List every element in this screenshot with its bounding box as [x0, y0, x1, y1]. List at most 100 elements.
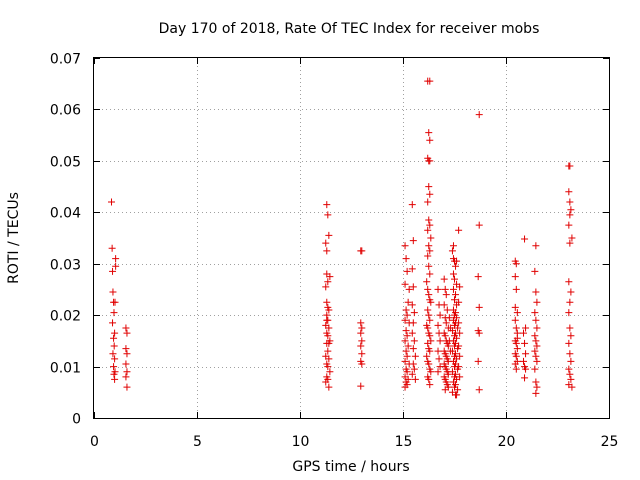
data-point [456, 283, 464, 291]
data-point [409, 237, 417, 245]
data-point [441, 285, 449, 293]
data-point [424, 198, 432, 206]
data-point [322, 283, 330, 291]
data-point [425, 242, 433, 250]
data-point [567, 357, 575, 365]
data-point [408, 201, 416, 209]
data-point [436, 337, 444, 345]
data-point [475, 111, 483, 119]
data-point [409, 360, 417, 368]
data-point [403, 368, 411, 376]
data-point [567, 375, 575, 383]
data-point [403, 267, 411, 275]
data-point [403, 332, 411, 340]
data-point [110, 309, 118, 317]
data-point [325, 306, 333, 314]
data-point [425, 129, 433, 137]
data-point [401, 357, 409, 365]
data-point [402, 255, 410, 263]
data-point [322, 378, 330, 386]
data-point [455, 342, 463, 350]
data-point [522, 365, 530, 373]
data-point [520, 357, 528, 365]
data-point [511, 303, 519, 311]
y-axis-label: ROTI / TECUs [6, 192, 22, 284]
data-point [566, 211, 574, 219]
data-point [512, 365, 520, 373]
data-point [108, 198, 116, 206]
data-point [568, 383, 576, 391]
data-point [123, 383, 131, 391]
data-point [110, 370, 118, 378]
data-point [566, 324, 574, 332]
data-point [323, 201, 331, 209]
data-point [522, 350, 530, 358]
data-point [409, 319, 417, 327]
data-point [402, 306, 410, 314]
data-point [440, 301, 448, 309]
data-point [403, 311, 411, 319]
data-point [443, 306, 451, 314]
data-point [323, 298, 331, 306]
data-point [455, 298, 463, 306]
x-tick-label: 0 [90, 434, 99, 450]
data-point [109, 350, 117, 358]
data-point [434, 285, 442, 293]
data-point [401, 383, 409, 391]
data-point [326, 273, 334, 281]
axis-ticks [94, 58, 610, 419]
data-point [453, 391, 461, 399]
data-point [325, 383, 333, 391]
data-point [456, 352, 464, 360]
grid [94, 58, 609, 418]
x-tick-label: 20 [498, 434, 516, 450]
data-point [426, 136, 434, 144]
data-point [426, 221, 434, 229]
data-point [423, 352, 431, 360]
data-point [357, 329, 365, 337]
data-point [512, 352, 520, 360]
data-point [565, 188, 573, 196]
data-point [532, 316, 540, 324]
data-point [425, 360, 433, 368]
y-tick-label: 0.04 [50, 206, 81, 222]
data-point [122, 373, 130, 381]
data-point [456, 373, 464, 381]
data-point [402, 327, 410, 335]
data-point [444, 342, 452, 350]
data-point [424, 306, 432, 314]
data-point [358, 337, 366, 345]
data-point [424, 285, 432, 293]
data-point [424, 324, 432, 332]
data-point [410, 365, 418, 373]
data-point [322, 239, 330, 247]
data-point [424, 339, 432, 347]
data-point [323, 316, 331, 324]
data-points [108, 77, 576, 399]
data-point [532, 288, 540, 296]
y-tick-labels: 0 0.01 0.02 0.03 0.04 0.05 0.06 0.07 [50, 52, 81, 428]
y-tick-label: 0 [72, 412, 81, 428]
data-point [533, 298, 541, 306]
data-point [110, 363, 118, 371]
data-point [522, 324, 530, 332]
data-point [566, 370, 574, 378]
data-point [122, 324, 130, 332]
y-tick-label: 0.01 [50, 361, 81, 377]
data-point [109, 288, 117, 296]
data-point [111, 355, 119, 363]
data-point [358, 360, 366, 368]
data-point [567, 288, 575, 296]
data-point [410, 337, 418, 345]
data-point [436, 311, 444, 319]
data-point [109, 319, 117, 327]
y-tick-label: 0.03 [50, 258, 81, 274]
data-point [122, 360, 130, 368]
data-point [325, 339, 333, 347]
data-point [520, 329, 528, 337]
data-point [455, 319, 463, 327]
data-point [111, 375, 119, 383]
data-point [426, 347, 434, 355]
data-point [408, 265, 416, 273]
data-point [448, 247, 456, 255]
